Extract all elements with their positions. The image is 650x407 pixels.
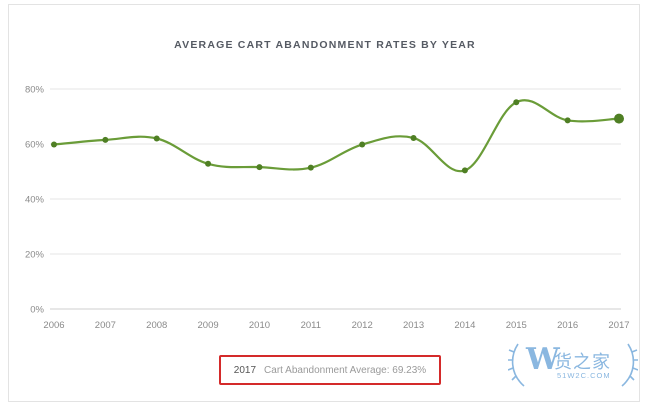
x-tick-label: 2016 [557, 320, 578, 331]
data-point [513, 99, 520, 106]
callout-label: Cart Abandonment Average: 69.23% [264, 364, 427, 376]
watermark-text: 货之家 [554, 352, 611, 373]
average-callout: 2017 Cart Abandonment Average: 69.23% [219, 355, 441, 385]
data-point [564, 117, 571, 124]
x-tick-label: 2009 [198, 320, 219, 331]
x-tick-label: 2014 [454, 320, 475, 331]
watermark-logo: W 货之家 51W2C.COM [508, 334, 638, 394]
data-point [359, 141, 366, 148]
data-point [307, 164, 314, 171]
watermark-letter: W [526, 342, 560, 377]
y-tick-label: 60% [25, 140, 45, 151]
x-tick-label: 2007 [95, 320, 116, 331]
data-point [102, 136, 109, 143]
x-tick-label: 2006 [43, 320, 64, 331]
data-point [410, 134, 417, 141]
data-point [205, 160, 212, 167]
chart-frame [8, 4, 640, 402]
data-point [461, 167, 468, 174]
chart-title: AVERAGE CART ABANDONMENT RATES BY YEAR [174, 39, 476, 51]
y-tick-label: 0% [30, 305, 44, 316]
y-tick-label: 80% [25, 85, 45, 96]
watermark-url: 51W2C.COM [557, 371, 611, 380]
laurel-icon [508, 343, 638, 387]
y-tick-label: 20% [25, 250, 45, 261]
series-line [52, 99, 621, 173]
callout-year: 2017 [233, 364, 257, 376]
data-point [51, 141, 57, 148]
x-tick-label: 2011 [301, 320, 321, 331]
data-point [153, 135, 160, 142]
y-tick-label: 40% [25, 195, 45, 206]
x-tick-label: 2013 [403, 320, 424, 331]
data-point [256, 164, 263, 171]
x-tick-label: 2017 [608, 320, 629, 331]
x-tick-label: 2008 [146, 320, 167, 331]
x-tick-label: 2010 [249, 320, 270, 331]
highlighted-data-point [614, 113, 624, 124]
x-tick-label: 2012 [352, 320, 373, 331]
x-tick-label: 2015 [506, 320, 527, 331]
